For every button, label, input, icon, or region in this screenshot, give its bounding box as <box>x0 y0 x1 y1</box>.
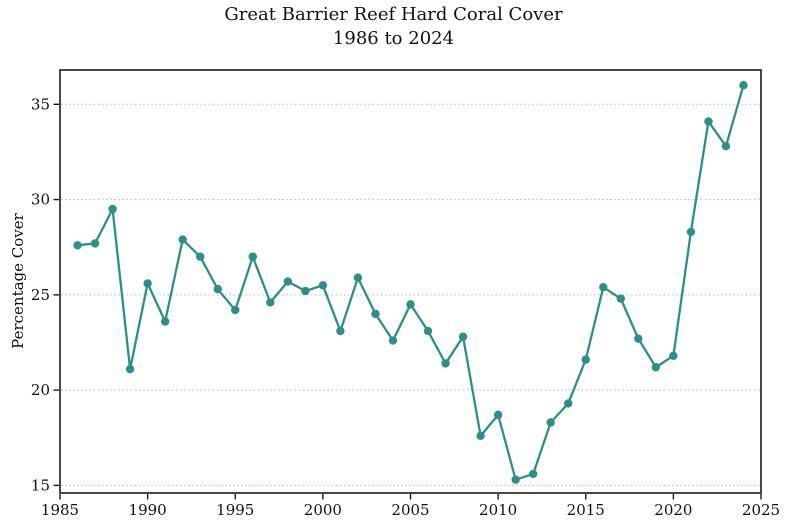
data-point <box>564 399 573 408</box>
chart-title-line2: 1986 to 2024 <box>332 28 455 49</box>
x-tick-label: 2015 <box>567 501 605 519</box>
data-point <box>423 326 433 336</box>
data-point <box>336 326 345 336</box>
data-line <box>76 84 745 481</box>
data-point <box>493 410 503 420</box>
data-point <box>90 239 100 248</box>
y-tick-label: 35 <box>31 95 50 113</box>
data-point <box>528 469 538 479</box>
x-tick-label: 2005 <box>391 501 429 519</box>
data-point <box>739 81 748 90</box>
data-point <box>599 283 608 292</box>
x-tick-label: 2020 <box>654 501 692 519</box>
x-tick-label: 1985 <box>41 501 79 519</box>
data-point <box>686 227 696 237</box>
data-point <box>73 241 82 250</box>
data-point <box>108 204 117 214</box>
data-point <box>196 252 205 261</box>
data-point <box>616 294 625 303</box>
data-point <box>160 317 170 326</box>
data-point <box>581 355 590 364</box>
data-point <box>634 334 643 343</box>
data-point <box>301 286 310 296</box>
x-tick-label: 2000 <box>304 501 342 519</box>
chart-title: Great Barrier Reef Hard Coral Cover 1986… <box>0 3 787 51</box>
data-point <box>143 279 152 288</box>
data-point <box>406 300 415 309</box>
x-tick-label: 2025 <box>742 501 780 519</box>
data-point <box>371 309 380 319</box>
data-point <box>651 363 661 372</box>
data-point <box>231 305 240 315</box>
data-point <box>458 332 468 341</box>
data-point <box>721 142 731 151</box>
data-point <box>266 298 275 307</box>
x-tick-label: 1995 <box>216 501 254 519</box>
data-point <box>669 351 678 361</box>
y-tick-label: 15 <box>31 476 50 494</box>
data-point <box>213 284 222 294</box>
x-tick-label: 1990 <box>129 501 167 519</box>
chart-title-line1: Great Barrier Reef Hard Coral Cover <box>224 4 563 25</box>
data-point <box>125 364 135 374</box>
data-point <box>476 431 485 441</box>
y-tick-label: 20 <box>31 381 50 399</box>
data-point <box>283 277 293 286</box>
y-tick-label: 30 <box>31 191 50 209</box>
x-tick-label: 2010 <box>479 501 517 519</box>
plot-border <box>59 69 762 494</box>
data-point <box>546 418 555 427</box>
data-point <box>511 475 520 484</box>
data-point <box>353 273 363 282</box>
data-point <box>704 117 713 126</box>
data-point <box>318 281 328 290</box>
data-point <box>248 252 257 261</box>
data-point <box>388 336 398 345</box>
data-point <box>178 235 187 244</box>
y-tick-label: 25 <box>31 286 50 304</box>
data-point <box>441 359 450 368</box>
